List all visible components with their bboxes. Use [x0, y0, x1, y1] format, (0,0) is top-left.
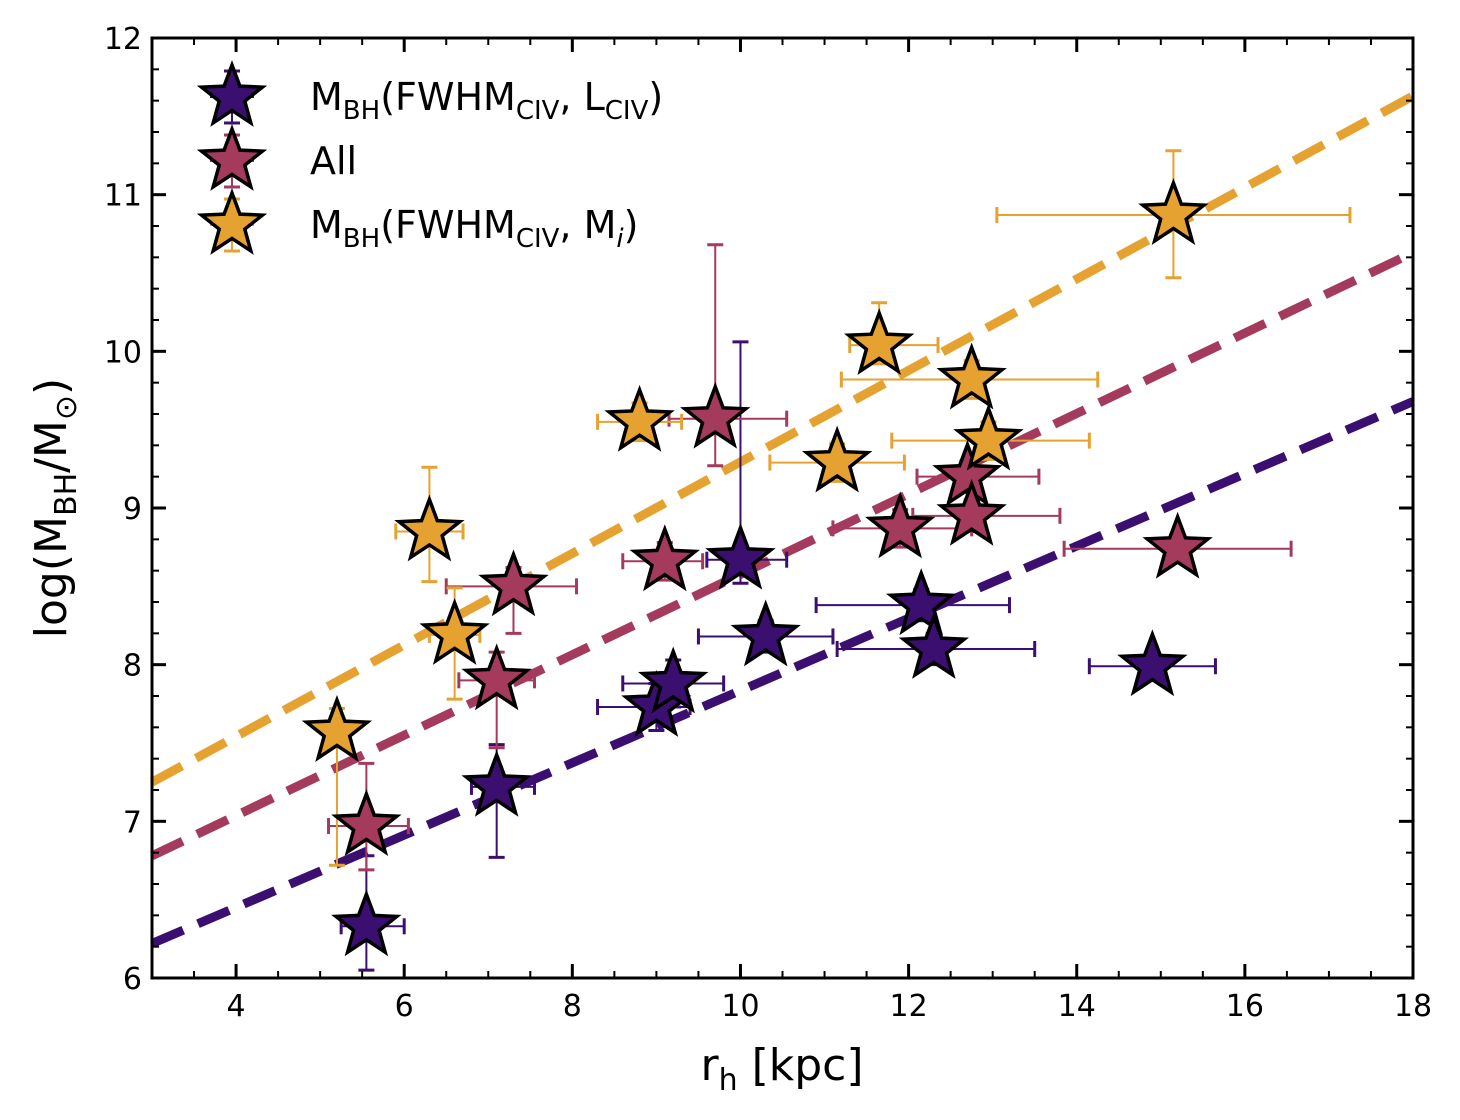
x-tick-label: 6 — [395, 989, 414, 1024]
legend-item-1: All — [196, 124, 357, 191]
legend-label-part: , M — [559, 203, 616, 247]
star-point-series-1-7 — [936, 478, 1007, 546]
fit-line-series-2 — [149, 92, 1416, 787]
legend-label-part: M — [310, 203, 343, 247]
x-tick-label: 10 — [721, 989, 759, 1024]
fit-lines-layer — [149, 92, 1416, 948]
star-point-series-2-4 — [801, 425, 873, 493]
legend-label-part: (FWHM — [380, 203, 516, 247]
star-point-series-2-3 — [604, 384, 675, 452]
legend-label-part: All — [310, 139, 357, 183]
y-tick-label: 7 — [123, 805, 142, 840]
star-point-series-0-3 — [638, 646, 709, 714]
star-point-series-1-0 — [331, 789, 402, 856]
star-point-series-0-8 — [1117, 629, 1188, 697]
y-tick-label: 8 — [123, 649, 142, 684]
legend-label: MBH(FWHMCIV, Mi) — [310, 203, 638, 254]
star-point-series-1-5 — [865, 491, 936, 559]
legend-label: All — [310, 139, 357, 183]
star-point-series-0-1 — [461, 749, 532, 817]
legend-label-part: BH — [343, 96, 380, 126]
x-tick-label: 18 — [1394, 989, 1432, 1024]
star-point-series-0-5 — [730, 599, 801, 667]
legend-item-0: MBH(FWHMCIV, LCIV) — [196, 60, 663, 127]
star-point-series-0-0 — [331, 889, 402, 957]
x-tick-label: 16 — [1226, 989, 1264, 1024]
legend-star-icon — [196, 124, 268, 191]
y-tick-label: 12 — [104, 22, 142, 57]
legend-label-part: CIV — [516, 96, 560, 126]
star-point-series-1-1 — [461, 643, 532, 711]
legend-label-part: BH — [343, 224, 380, 254]
y-tick-label: 10 — [104, 335, 142, 370]
star-point-series-0-6 — [886, 568, 957, 636]
legend-label-part: M — [310, 75, 343, 119]
y-tick-label: 6 — [123, 962, 142, 997]
legend-label-part: ) — [648, 75, 663, 119]
fit-line-series-1 — [150, 248, 1415, 860]
star-point-series-2-2 — [419, 597, 490, 665]
star-point-series-2-0 — [301, 695, 373, 762]
star-point-series-2-5 — [843, 308, 915, 376]
x-tick-label: 14 — [1058, 989, 1096, 1024]
legend-label-part: ) — [624, 203, 639, 247]
y-tick-label: 11 — [104, 179, 142, 214]
star-point-series-2-6 — [936, 342, 1007, 410]
star-point-series-1-8 — [1142, 511, 1213, 579]
legend-label-part: (FWHM — [380, 75, 516, 119]
legend-star-icon — [196, 60, 268, 127]
legend-label-part: , L — [559, 75, 604, 119]
x-tick-label: 8 — [563, 989, 582, 1024]
star-point-series-0-7 — [898, 612, 970, 679]
y-tick-label: 9 — [123, 492, 142, 527]
legend-label-part: CIV — [605, 96, 649, 126]
legend-label-part: i — [616, 224, 624, 254]
star-point-series-2-7 — [953, 403, 1024, 471]
legend-label-part: CIV — [516, 224, 560, 254]
star-point-series-2-8 — [1138, 178, 1209, 245]
x-tick-label: 12 — [890, 989, 928, 1024]
star-point-series-1-4 — [680, 381, 751, 449]
star-point-series-0-4 — [705, 522, 776, 590]
legend-label: MBH(FWHMCIV, LCIV) — [310, 75, 663, 126]
points-layer — [301, 178, 1213, 957]
fit-line-series-0 — [150, 397, 1415, 948]
legend-item-2: MBH(FWHMCIV, Mi) — [196, 188, 638, 255]
x-tick-label: 4 — [227, 989, 246, 1024]
legend-star-icon — [196, 188, 268, 255]
star-point-series-2-1 — [394, 494, 465, 562]
star-point-series-1-2 — [478, 549, 549, 617]
y-axis-label: log(MBH/M⊙) — [26, 378, 84, 638]
ticks-layer: 4 6 8 10 12 14 16 18 6 7 8 9 10 11 12 — [104, 22, 1432, 1024]
star-point-series-1-3 — [629, 524, 700, 592]
x-axis-label: rh [kpc] — [700, 1040, 863, 1098]
